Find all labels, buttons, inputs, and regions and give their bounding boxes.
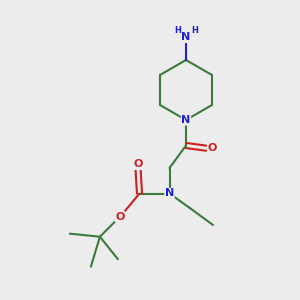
Text: N: N <box>165 188 174 199</box>
Text: O: O <box>133 159 143 170</box>
Text: H: H <box>191 26 198 35</box>
Text: H: H <box>174 26 181 35</box>
Text: O: O <box>115 212 125 222</box>
Text: N: N <box>182 32 190 43</box>
Text: O: O <box>207 143 217 154</box>
Text: N: N <box>182 115 190 125</box>
